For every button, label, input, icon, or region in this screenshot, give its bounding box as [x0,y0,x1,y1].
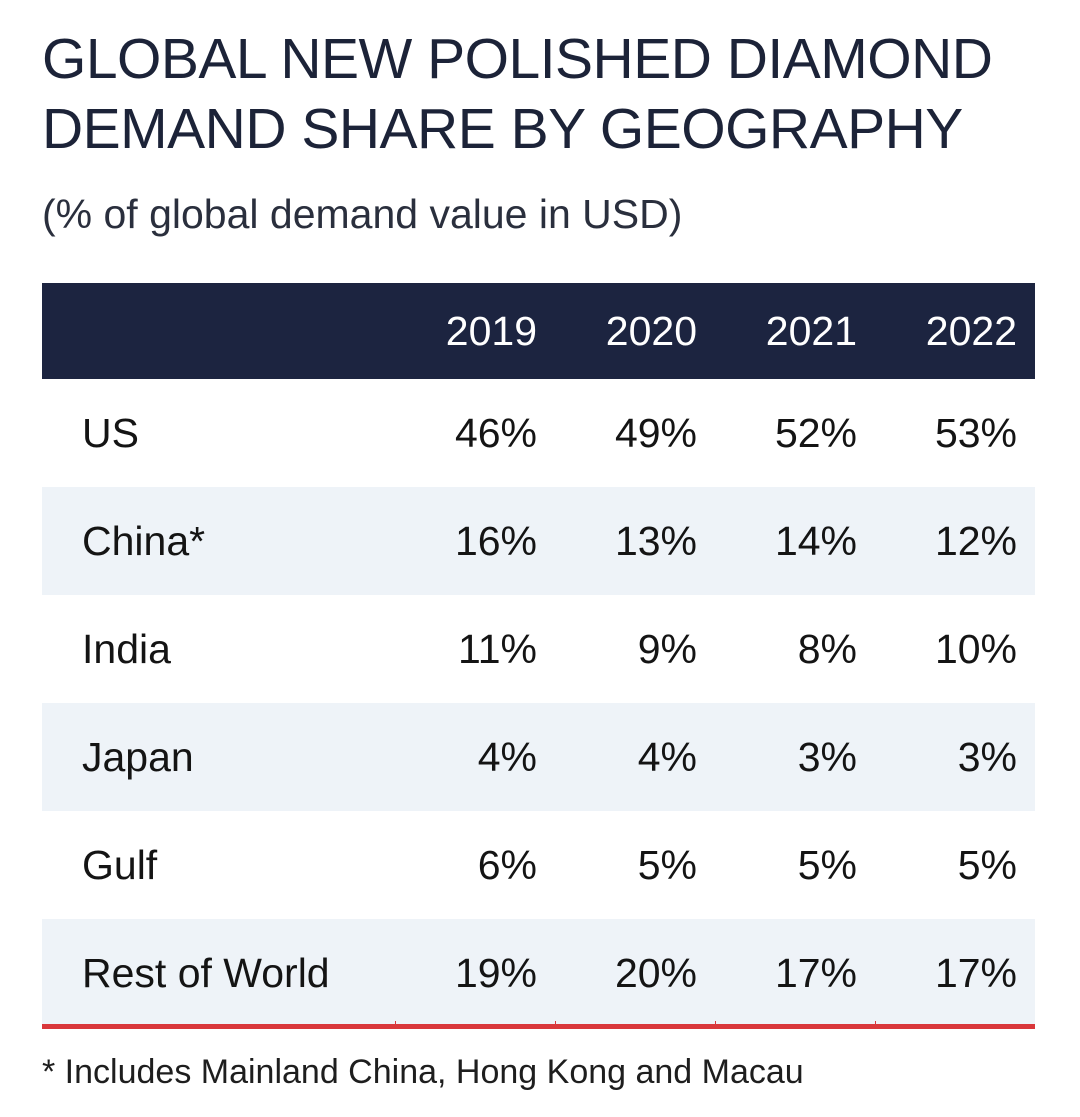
chart-subtitle: (% of global demand value in USD) [42,191,683,237]
row-label: China* [82,517,206,564]
table-row-japan: Japan 4% 4% 3% 3% [42,703,1035,811]
table-cell: 52% [774,409,857,456]
divider-tick [715,1021,716,1024]
table-cell: 3% [957,733,1017,780]
table-cell: 8% [797,625,857,672]
table-cell: 5% [957,841,1017,888]
table-cell: 16% [454,517,537,564]
table-cell: 46% [454,409,537,456]
table-cell: 14% [774,517,857,564]
table-cell: 10% [934,625,1017,672]
table-cell: 19% [454,949,537,996]
row-label: India [82,625,171,672]
row-label: Rest of World [82,949,330,996]
column-header-2020: 2020 [605,307,697,354]
column-header-2019: 2019 [445,307,537,354]
demand-share-table: 2019 2020 2021 2022 US 46% 49% 52% 53% C… [42,283,1035,1027]
table-cell: 49% [614,409,697,456]
column-header-2021: 2021 [765,307,857,354]
table-row-china: China* 16% 13% 14% 12% [42,487,1035,595]
table-cell: 17% [774,949,857,996]
column-header-2022: 2022 [925,307,1017,354]
table-cell: 9% [637,625,697,672]
table-row-india: India 11% 9% 8% 10% [42,595,1035,703]
row-label: US [82,409,139,456]
table-bottom-accent-line [42,1021,1035,1029]
table-cell: 11% [457,625,537,672]
row-label: Japan [82,733,194,780]
table-row-gulf: Gulf 6% 5% 5% 5% [42,811,1035,919]
table-row-us: US 46% 49% 52% 53% [42,379,1035,487]
table-cell: 20% [614,949,697,996]
title-line-1: GLOBAL NEW POLISHED DIAMOND [42,27,993,91]
table-cell: 4% [477,733,537,780]
divider-tick [875,1021,876,1024]
table-cell: 53% [934,409,1017,456]
footnote: * Includes Mainland China, Hong Kong and… [42,1053,804,1091]
chart-title: GLOBAL NEW POLISHED DIAMOND DEMAND SHARE… [42,24,1052,164]
divider-tick [555,1021,556,1024]
row-label: Gulf [82,841,158,888]
table-cell: 5% [637,841,697,888]
table-cell: 5% [797,841,857,888]
divider-tick [395,1021,396,1024]
table-cell: 12% [934,517,1017,564]
table-cell: 6% [477,841,537,888]
table-cell: 3% [797,733,857,780]
title-line-2: DEMAND SHARE BY GEOGRAPHY [42,97,963,161]
table-header-row: 2019 2020 2021 2022 [42,283,1035,379]
table-row-rest-of-world: Rest of World 19% 20% 17% 17% [42,919,1035,1027]
table-cell: 4% [637,733,697,780]
table-cell: 17% [934,949,1017,996]
table-cell: 13% [614,517,697,564]
